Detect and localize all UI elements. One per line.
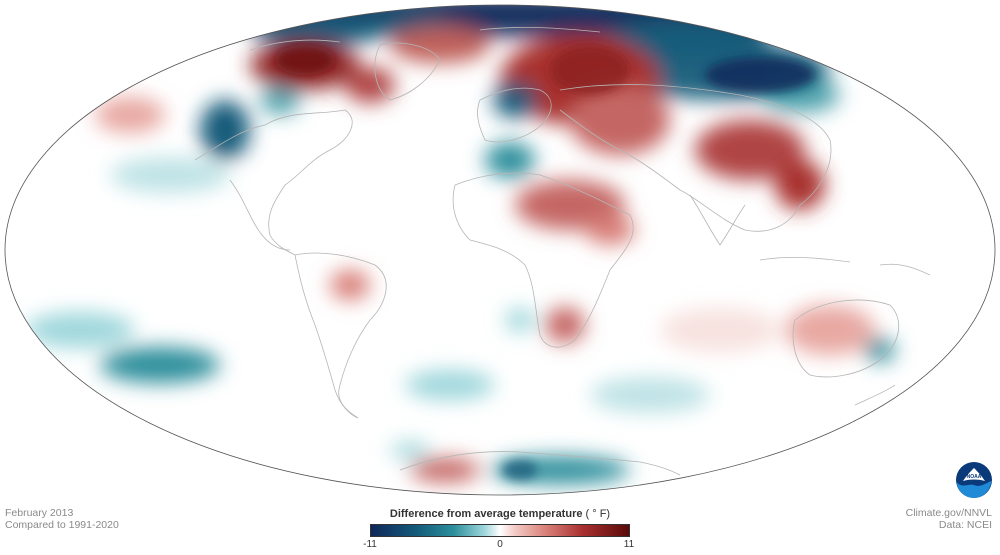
legend-min-label: -11 (363, 539, 377, 550)
legend-colorbar (370, 524, 630, 537)
caption-date: February 2013 (5, 507, 74, 519)
caption-baseline: Compared to 1991-2020 (5, 519, 119, 531)
globe-fill (25, 5, 931, 484)
credit-site: Climate.gov/NNVL (905, 507, 992, 519)
map-svg (4, 4, 996, 496)
anomaly-detail (275, 45, 815, 480)
legend-mid-label: 0 (497, 539, 503, 550)
anomaly-map (4, 4, 996, 496)
credits: Climate.gov/NNVL Data: NCEI (906, 507, 992, 531)
legend-title: Difference from average temperature (389, 508, 583, 520)
logo-text: NOAA (967, 474, 982, 480)
legend-max-label: 11 (623, 539, 635, 550)
legend-unit: ( ° F) (585, 508, 611, 520)
legend-title-row: Difference from average temperature ( ° … (370, 508, 630, 520)
map-caption: February 2013 Compared to 1991-2020 (5, 507, 119, 531)
globe-outline (4, 4, 996, 496)
credit-data: Data: NCEI (938, 519, 992, 531)
noaa-logo-icon: NOAA (955, 461, 993, 499)
color-legend: Difference from average temperature ( ° … (363, 508, 634, 553)
coastlines (194, 26, 931, 476)
anomaly-field (25, 5, 895, 484)
